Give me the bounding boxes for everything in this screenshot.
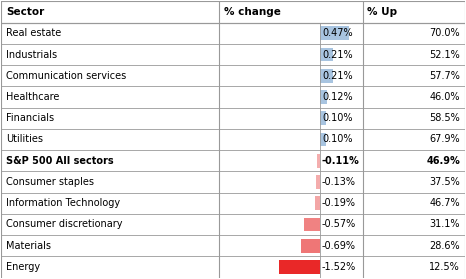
- Text: 0.21%: 0.21%: [322, 71, 353, 81]
- Text: Information Technology: Information Technology: [6, 198, 120, 208]
- Text: 46.9%: 46.9%: [426, 156, 460, 166]
- Text: Communication services: Communication services: [6, 71, 126, 81]
- Text: Healthcare: Healthcare: [6, 92, 59, 102]
- Bar: [315, 196, 320, 210]
- Text: -0.11%: -0.11%: [322, 156, 360, 166]
- Bar: [301, 239, 320, 253]
- Text: Real estate: Real estate: [6, 28, 61, 38]
- Text: -1.52%: -1.52%: [322, 262, 356, 272]
- Bar: [320, 26, 349, 40]
- Text: Energy: Energy: [6, 262, 40, 272]
- Text: -0.19%: -0.19%: [322, 198, 356, 208]
- Text: 0.21%: 0.21%: [322, 49, 353, 59]
- Bar: [316, 175, 320, 189]
- Text: Sector: Sector: [6, 7, 44, 17]
- Text: 31.1%: 31.1%: [430, 220, 460, 230]
- Text: Industrials: Industrials: [6, 49, 57, 59]
- Text: 0.12%: 0.12%: [322, 92, 353, 102]
- Text: 0.10%: 0.10%: [322, 113, 352, 123]
- Text: Consumer discretionary: Consumer discretionary: [6, 220, 123, 230]
- Text: -0.13%: -0.13%: [322, 177, 356, 187]
- Text: Utilities: Utilities: [6, 134, 43, 145]
- Bar: [304, 218, 320, 231]
- Text: % Up: % Up: [367, 7, 397, 17]
- Bar: [279, 260, 320, 274]
- Text: 46.7%: 46.7%: [429, 198, 460, 208]
- Text: Financials: Financials: [6, 113, 54, 123]
- Text: 67.9%: 67.9%: [429, 134, 460, 145]
- Bar: [320, 133, 326, 146]
- Text: 0.10%: 0.10%: [322, 134, 352, 145]
- Text: -0.69%: -0.69%: [322, 241, 356, 251]
- Text: 37.5%: 37.5%: [429, 177, 460, 187]
- Text: 70.0%: 70.0%: [429, 28, 460, 38]
- Text: S&P 500 All sectors: S&P 500 All sectors: [6, 156, 114, 166]
- Bar: [320, 48, 333, 61]
- Bar: [320, 111, 326, 125]
- Text: 28.6%: 28.6%: [429, 241, 460, 251]
- Text: Materials: Materials: [6, 241, 51, 251]
- Text: 12.5%: 12.5%: [429, 262, 460, 272]
- Text: % change: % change: [224, 7, 281, 17]
- Text: 58.5%: 58.5%: [429, 113, 460, 123]
- Bar: [320, 90, 327, 104]
- Text: 0.47%: 0.47%: [322, 28, 353, 38]
- Bar: [320, 69, 333, 83]
- Text: -0.57%: -0.57%: [322, 220, 356, 230]
- Text: 46.0%: 46.0%: [430, 92, 460, 102]
- Text: 57.7%: 57.7%: [429, 71, 460, 81]
- Text: Consumer staples: Consumer staples: [6, 177, 94, 187]
- Bar: [317, 154, 320, 168]
- Text: 52.1%: 52.1%: [429, 49, 460, 59]
